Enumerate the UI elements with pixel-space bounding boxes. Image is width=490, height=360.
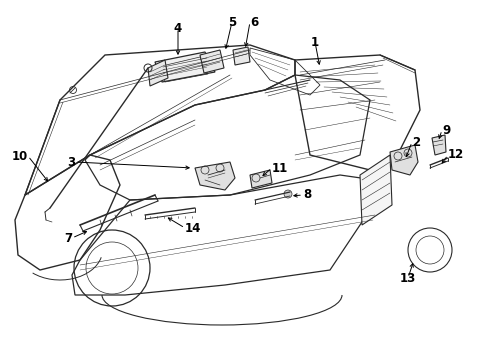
Text: 7: 7	[64, 231, 72, 244]
Circle shape	[284, 190, 292, 198]
Polygon shape	[148, 60, 168, 86]
Polygon shape	[390, 145, 418, 175]
Text: 10: 10	[12, 149, 28, 162]
Text: 12: 12	[448, 148, 464, 162]
Text: 9: 9	[442, 123, 450, 136]
Text: 14: 14	[185, 221, 201, 234]
Polygon shape	[155, 52, 215, 82]
Polygon shape	[250, 170, 272, 188]
Polygon shape	[200, 50, 224, 73]
Text: 13: 13	[400, 271, 416, 284]
Text: 4: 4	[174, 22, 182, 35]
Polygon shape	[233, 47, 250, 65]
Text: 2: 2	[412, 135, 420, 148]
Polygon shape	[432, 135, 446, 155]
Text: 6: 6	[250, 15, 258, 28]
Text: 1: 1	[311, 36, 319, 49]
Text: 11: 11	[272, 162, 288, 175]
Polygon shape	[360, 155, 392, 225]
Text: 5: 5	[228, 15, 236, 28]
Text: 3: 3	[67, 156, 75, 168]
Text: 8: 8	[303, 189, 311, 202]
Polygon shape	[195, 162, 235, 190]
